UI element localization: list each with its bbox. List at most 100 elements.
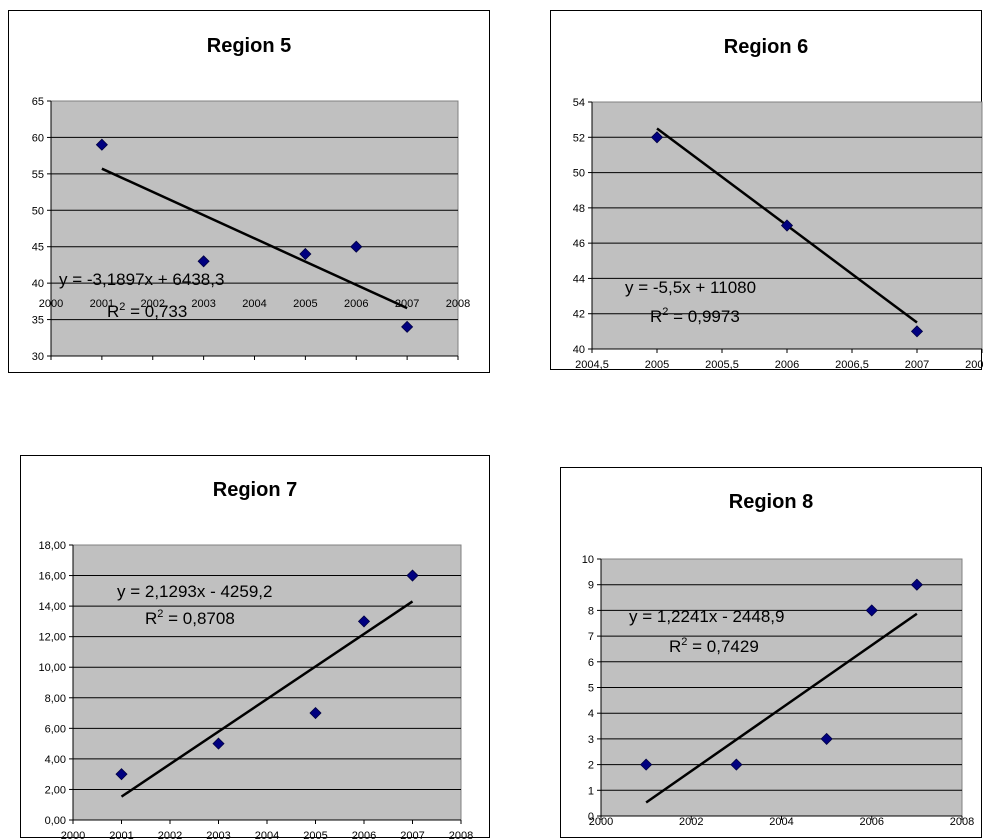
r-squared: R2 = 0,733 — [107, 301, 187, 321]
y-tick-label: 55 — [32, 169, 44, 181]
chart-plot: 0,00 2,00 4,00 6,00 8,00 10,00 12,00 14,00 16,00… — [38, 540, 473, 839]
y-tick-label: 50 — [32, 205, 44, 217]
y-tick-label: 44 — [573, 273, 585, 285]
x-tick-label: 2007 — [905, 359, 929, 371]
chart-region-5: Region 5 30 35 40 45 50 55 60 65 2000 2001 2002 200… — [8, 10, 490, 373]
data-point — [650, 131, 664, 144]
plot-area — [50, 100, 459, 357]
data-point — [910, 325, 924, 338]
x-tick-label: 2006 — [775, 359, 799, 371]
data-point — [309, 706, 322, 720]
trendline — [101, 167, 408, 310]
data-point — [357, 615, 371, 628]
y-tick-label: 40 — [573, 344, 585, 356]
x-tick-label: 2006 — [860, 816, 884, 828]
plot-area — [72, 544, 462, 821]
x-tick-label: 2005 — [303, 830, 327, 839]
chart-plot: 30 35 40 45 50 55 60 65 2000 2001 2002 2003 2004 2005… — [32, 96, 470, 363]
y-tick-label: 52 — [573, 132, 585, 144]
y-tick-label: 50 — [573, 168, 585, 180]
data-point — [780, 219, 794, 232]
r-squared: R2 = 0,8708 — [145, 608, 235, 628]
data-point — [95, 138, 108, 151]
y-tick-label: 6 — [588, 657, 594, 669]
y-tick-label: 2 — [588, 760, 594, 772]
data-point — [212, 737, 225, 750]
data-point — [640, 758, 653, 771]
x-tick-label: 2005,5 — [705, 359, 739, 371]
x-tick-label: 2008 — [950, 816, 974, 828]
data-point — [350, 240, 363, 253]
y-tick-label: 7 — [588, 631, 594, 643]
chart-plot: 0 1 2 3 4 5 6 7 8 9 10 2000 2002 2004 2006 2008 y = 1,22… — [582, 554, 974, 828]
chart-title: Region 6 — [723, 36, 809, 58]
y-tick-label: 0,00 — [45, 815, 66, 827]
x-tick-label: 2007 — [395, 298, 419, 310]
x-tick-label: 2008 — [446, 298, 470, 310]
y-tick-label: 12,00 — [38, 632, 66, 644]
x-tick-label: 2003 — [206, 830, 230, 839]
y-tick-label: 40 — [32, 278, 44, 290]
data-point — [730, 758, 743, 771]
y-tick-label: 46 — [573, 238, 585, 250]
y-tick-label: 54 — [573, 97, 585, 109]
chart-title: Region 8 — [728, 491, 814, 513]
y-tick-label: 0 — [588, 811, 594, 823]
trendline — [120, 600, 414, 798]
trend-equation: y = -5,5x + 11080 — [625, 278, 756, 297]
y-tick-label: 6,00 — [45, 723, 66, 735]
x-tick-label: 2004 — [255, 830, 279, 839]
data-point — [406, 569, 419, 582]
trend-equation: y = -3,1897x + 6438,3 — [59, 270, 224, 289]
r-squared: R2 = 0,9973 — [650, 306, 740, 326]
chart-plot: 40 42 44 46 48 50 52 54 2004,5 2005 2005,5 2006 2006… — [573, 97, 983, 371]
data-point — [401, 320, 414, 333]
y-tick-label: 3 — [588, 734, 594, 746]
y-tick-label: 5 — [588, 683, 594, 695]
x-tick-label: 2001 — [90, 298, 114, 310]
x-tick-label: 2004,5 — [575, 359, 609, 371]
chart-title: Region 7 — [212, 479, 298, 501]
x-tick-label: 2002 — [679, 816, 703, 828]
x-tick-label: 2004 — [242, 298, 266, 310]
y-tick-label: 4 — [588, 708, 594, 720]
trend-equation: y = 2,1293x - 4259,2 — [117, 582, 272, 601]
data-point — [197, 255, 210, 268]
y-tick-label: 18,00 — [38, 540, 66, 552]
y-tick-label: 30 — [32, 351, 44, 363]
x-tick-label: 2002 — [158, 830, 182, 839]
y-tick-label: 42 — [573, 309, 585, 321]
y-tick-label: 1 — [588, 785, 594, 797]
data-point — [865, 604, 878, 617]
data-point — [820, 732, 833, 745]
y-tick-label: 16,00 — [38, 571, 66, 583]
x-tick-label: 2006 — [344, 298, 368, 310]
chart-region-6: Region 6 40 42 44 46 48 50 52 54 2004,5 2005 2005,… — [550, 10, 983, 371]
y-tick-label: 8 — [588, 605, 594, 617]
chart-region-8: Region 8 0 1 2 3 4 5 6 7 8 9 10 2000 2002 2004 2006 200… — [560, 467, 982, 838]
x-tick-label: 2005 — [293, 298, 317, 310]
data-point — [910, 578, 923, 591]
x-tick-label: 2002 — [141, 298, 165, 310]
x-tick-label: 2006,5 — [835, 359, 869, 371]
y-tick-label: 65 — [32, 96, 44, 108]
trendline — [645, 612, 918, 804]
r-squared: R2 = 0,7429 — [669, 636, 759, 656]
x-tick-label: 2007,5 — [965, 359, 983, 371]
y-tick-label: 45 — [32, 242, 44, 254]
y-tick-label: 14,00 — [38, 601, 66, 613]
y-tick-label: 9 — [588, 580, 594, 592]
data-point — [299, 247, 312, 261]
y-tick-label: 8,00 — [45, 693, 66, 705]
y-tick-label: 10,00 — [38, 662, 66, 674]
x-tick-label: 2000 — [39, 298, 63, 310]
y-tick-label: 10 — [582, 554, 594, 566]
y-tick-label: 2,00 — [45, 784, 66, 796]
x-tick-label: 2000 — [589, 816, 613, 828]
x-tick-label: 2004 — [769, 816, 793, 828]
chart-region-7: Region 7 0,00 2,00 4,00 6,00 8,00 10,00 12,00 1… — [20, 455, 490, 839]
x-tick-label: 2007 — [400, 830, 424, 839]
y-tick-label: 60 — [32, 132, 44, 144]
y-tick-label: 4,00 — [45, 754, 66, 766]
x-tick-label: 2008 — [449, 830, 473, 839]
